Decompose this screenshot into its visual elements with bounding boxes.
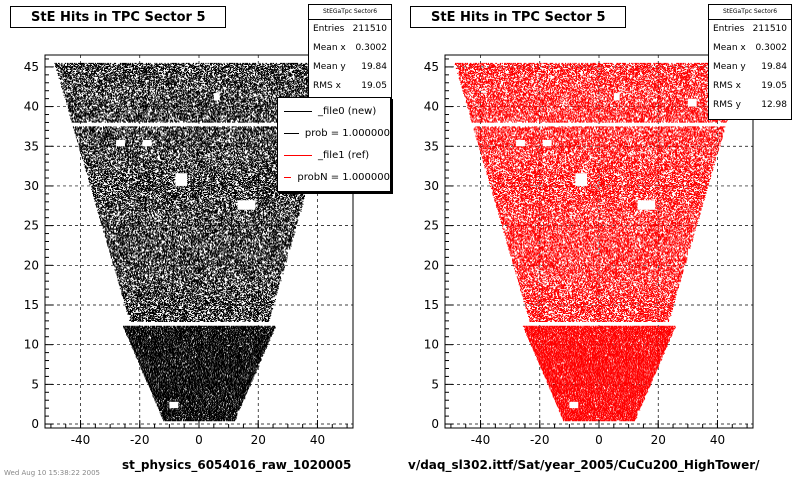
dead-region	[213, 93, 220, 101]
x-tick-label: 40	[710, 433, 725, 447]
dead-region	[516, 139, 525, 147]
y-tick-label: 45	[24, 60, 39, 74]
footer-date: Wed Aug 10 15:38:22 2005	[4, 469, 100, 477]
legend-entry-prob: prob = 1.000000	[278, 122, 390, 144]
hit-markers	[54, 62, 344, 422]
x-tick-label: 20	[251, 433, 266, 447]
dead-region	[637, 200, 656, 210]
dead-region	[569, 401, 579, 409]
x-tick-label: 0	[195, 433, 203, 447]
legend-entry-probn: probN = 1.000000	[278, 166, 390, 188]
dead-region	[142, 139, 152, 147]
legend-swatch-red	[284, 154, 312, 156]
x-tick-label: 0	[595, 433, 603, 447]
dead-region	[542, 139, 552, 147]
y-tick-label: 0	[31, 417, 39, 431]
legend-entry-file1: _file1 (ref)	[278, 144, 390, 166]
dead-region	[237, 200, 256, 210]
plot-title-left: StE Hits in TPC Sector 5	[10, 6, 226, 28]
x-tick-label: 20	[651, 433, 666, 447]
plot-border	[444, 54, 754, 429]
y-tick-label: 0	[431, 417, 439, 431]
stats-row-rms-x: RMS x 19.05	[313, 81, 387, 91]
y-tick-label: 5	[31, 377, 39, 391]
data-points	[54, 62, 344, 422]
legend-box: _file0 (new) prob = 1.000000 _file1 (ref…	[277, 97, 391, 192]
stats-row-rms-x: RMS x 19.05	[713, 81, 787, 91]
y-tick-label: 5	[431, 377, 439, 391]
caption-right: v/daq_sl302.ittf/Sat/year_2005/CuCu200_H…	[408, 458, 760, 472]
y-tick-label: 20	[424, 258, 439, 272]
x-tick-label: -40	[471, 433, 491, 447]
legend-swatch-black	[284, 132, 299, 134]
dead-region	[687, 249, 706, 258]
hit-markers	[454, 62, 744, 422]
y-tick-label: 25	[24, 219, 39, 233]
stats-row-mean-x: Mean x 0.3002	[713, 43, 787, 53]
dead-region	[169, 401, 179, 409]
dead-region	[575, 173, 588, 186]
y-tick-label: 10	[424, 338, 439, 352]
y-tick-label: 10	[24, 338, 39, 352]
stats-row-entries: Entries 211510	[713, 24, 787, 34]
legend-entry-file0: _file0 (new)	[278, 100, 390, 122]
stats-row-mean-y: Mean y 19.84	[713, 62, 787, 72]
y-tick-label: 30	[24, 179, 39, 193]
y-tick-label: 15	[24, 298, 39, 312]
y-tick-label: 25	[424, 219, 439, 233]
data-points	[454, 62, 744, 422]
dead-region	[637, 410, 644, 417]
stats-row-rms-y: RMS y 12.98	[713, 100, 787, 110]
dead-region	[237, 410, 244, 417]
x-tick-label: -20	[530, 433, 550, 447]
dead-region	[116, 139, 125, 147]
stats-header: StEGaTpc Sector6	[309, 5, 391, 20]
y-tick-label: 35	[24, 139, 39, 153]
stats-row-entries: Entries 211510	[313, 24, 387, 34]
y-tick-label: 35	[424, 139, 439, 153]
stats-row-mean-y: Mean y 19.84	[313, 62, 387, 72]
y-tick-label: 20	[24, 258, 39, 272]
y-tick-label: 15	[424, 298, 439, 312]
dead-region	[287, 249, 306, 258]
plot-title-right: StE Hits in TPC Sector 5	[410, 6, 626, 28]
legend-swatch-red	[284, 176, 292, 178]
dead-region	[613, 93, 620, 101]
caption-left: st_physics_6054016_raw_1020005	[122, 458, 352, 472]
dead-region	[687, 98, 697, 107]
legend-swatch-black	[284, 110, 312, 112]
x-tick-label: -20	[130, 433, 150, 447]
plot-pad-1: -40 -20 0 20 40 0 5 10 15 20 25 30 35 40 45	[424, 54, 754, 447]
y-tick-label: 40	[24, 100, 39, 114]
stats-row-mean-x: Mean x 0.3002	[313, 43, 387, 53]
x-tick-label: 40	[310, 433, 325, 447]
stats-box-right: StEGaTpc Sector6 Entries 211510 Mean x 0.3…	[708, 4, 792, 120]
plot-border	[44, 54, 354, 429]
stats-header: StEGaTpc Sector6	[709, 5, 791, 20]
dead-region	[175, 173, 188, 186]
y-tick-label: 30	[424, 179, 439, 193]
x-tick-label: -40	[71, 433, 91, 447]
stats-box-left: StEGaTpc Sector6 Entries 211510 Mean x 0.3…	[308, 4, 392, 108]
y-tick-label: 40	[424, 100, 439, 114]
y-tick-label: 45	[424, 60, 439, 74]
